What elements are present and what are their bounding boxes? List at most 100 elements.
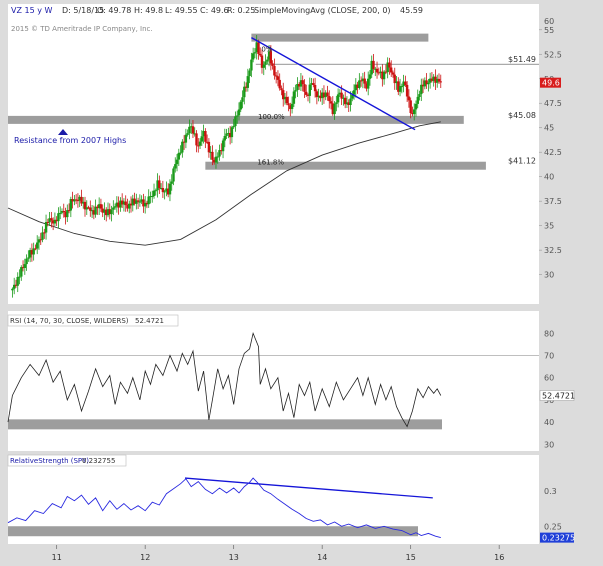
candle-body <box>285 96 288 104</box>
candle-body <box>89 207 92 211</box>
candle-body <box>432 76 435 81</box>
price-plot-area[interactable] <box>8 4 539 304</box>
candle-body <box>184 134 188 143</box>
candle-body <box>209 151 212 153</box>
candle-body <box>347 102 350 105</box>
candle-body <box>119 200 122 208</box>
resistance-annotation: Resistance from 2007 Highs <box>14 129 126 145</box>
candle-body <box>128 203 131 209</box>
candle-body <box>115 202 119 207</box>
rsi-plot-area[interactable] <box>8 311 539 451</box>
level-price-label: $41.12 <box>508 157 536 166</box>
candle-body <box>416 96 419 104</box>
candle-body <box>391 72 395 75</box>
candle-body <box>62 211 65 212</box>
candle-body <box>338 92 342 95</box>
candle-body <box>108 209 111 215</box>
candle-body <box>349 98 352 105</box>
candle-body <box>198 141 202 146</box>
candle-body <box>92 210 95 215</box>
candle-body <box>336 94 340 103</box>
candle-body <box>151 196 154 197</box>
level-fib-label: 100.0% <box>258 113 285 121</box>
candle-body <box>313 85 317 92</box>
candle-body <box>372 60 375 69</box>
x-tick-label: 15 <box>406 553 416 562</box>
candle-body <box>400 86 403 88</box>
candle-body <box>228 133 232 138</box>
rsi-y-tick-label: 80 <box>544 329 554 338</box>
candle-body <box>73 199 76 202</box>
candle-body <box>340 92 343 99</box>
candle-body <box>402 81 405 87</box>
candle-body <box>260 55 264 68</box>
candle-body <box>299 80 303 87</box>
candle-body <box>41 232 44 240</box>
candle-body <box>289 105 292 110</box>
candle-body <box>211 151 214 160</box>
level-fib-label: 161.8% <box>257 159 284 167</box>
candle-body <box>82 201 85 204</box>
candle-body <box>275 75 278 77</box>
level-price-label: $45.08 <box>508 111 536 120</box>
x-tick-label: 12 <box>140 553 150 562</box>
candle-body <box>239 101 242 110</box>
candle-body <box>262 64 265 68</box>
candle-body <box>359 80 363 82</box>
candle-body <box>177 152 180 160</box>
candle-body <box>234 116 237 127</box>
candle-body <box>126 205 129 209</box>
candle-body <box>298 84 301 87</box>
candle-body <box>361 78 365 81</box>
candle-body <box>136 200 140 202</box>
candle-body <box>50 218 53 221</box>
rs-band-rect <box>8 526 418 537</box>
candle-body <box>324 92 327 98</box>
candle-body <box>301 80 304 85</box>
candle-body <box>85 207 88 210</box>
candle-body <box>170 181 173 184</box>
candle-body <box>397 81 400 92</box>
candle-body <box>158 180 161 189</box>
candle-body <box>367 78 370 89</box>
candle-body <box>149 196 152 198</box>
candle-body <box>193 133 196 135</box>
rsi-y-tick-label: 30 <box>544 440 554 449</box>
last-price-badge-bg <box>540 77 561 88</box>
rs-y-tick-label: 0.3 <box>544 487 557 496</box>
candle-body <box>409 100 412 113</box>
candle-body <box>78 196 81 201</box>
rsi-band-rect <box>8 419 442 430</box>
candle-body <box>36 242 39 249</box>
candle-body <box>21 267 25 269</box>
candle-body <box>175 159 179 165</box>
candle-body <box>106 209 110 216</box>
candle-body <box>11 288 14 291</box>
candle-body <box>236 115 239 117</box>
candle-body <box>197 145 200 147</box>
candle-body <box>423 80 426 87</box>
candle-body <box>14 284 18 286</box>
last-price-badge: 49.6 <box>540 77 561 88</box>
candle-body <box>382 71 386 80</box>
chart-indicator-value: 45.59 <box>400 6 423 15</box>
candle-body <box>368 74 372 79</box>
candle-body <box>179 152 182 154</box>
candle-body <box>94 206 97 215</box>
candle-body <box>370 60 373 75</box>
candle-body <box>312 83 315 85</box>
candle-body <box>161 188 165 193</box>
rsi-header-box <box>7 314 179 327</box>
candle-body <box>344 97 347 105</box>
chart-indicator: SimpleMovingAvg (CLOSE, 200, 0) <box>254 6 391 15</box>
rsi-y-tick-label: 60 <box>544 374 554 383</box>
candle-body <box>16 277 19 286</box>
candle-body <box>427 82 430 85</box>
rs-support-band <box>8 526 418 537</box>
sma200-path <box>7 121 441 246</box>
candle-body <box>390 67 393 73</box>
candle-body <box>328 96 331 102</box>
candle-body <box>404 81 407 85</box>
candle-body <box>53 219 57 224</box>
